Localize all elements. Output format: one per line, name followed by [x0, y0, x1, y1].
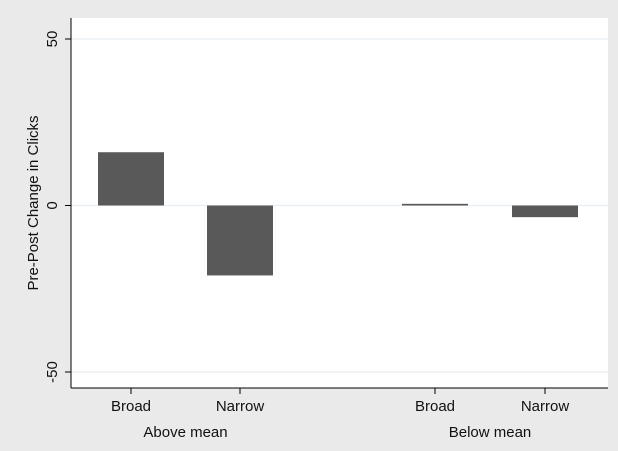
- bar-narrow-above-mean: [207, 205, 273, 276]
- group-label: Above mean: [143, 424, 227, 441]
- y-tick-label: -50: [44, 361, 61, 383]
- y-tick-label: 0: [44, 201, 61, 209]
- x-tick-label: Narrow: [521, 398, 570, 415]
- bar-broad-above-mean: [98, 152, 164, 206]
- bar-narrow-below-mean: [512, 205, 578, 218]
- x-tick-label: Broad: [415, 398, 455, 415]
- x-tick-label: Narrow: [216, 398, 265, 415]
- y-axis-title: Pre-Post Change in Clicks: [25, 115, 42, 290]
- x-tick-label: Broad: [111, 398, 151, 415]
- group-label: Below mean: [449, 424, 532, 441]
- bar-broad-below-mean: [402, 203, 468, 206]
- x-axis-ticks: Broad Narrow Above mean Broad Narrow Below me…: [111, 388, 569, 441]
- y-tick-label: 50: [44, 31, 61, 48]
- bars: [98, 152, 578, 276]
- y-axis-ticks: -50 0 50: [44, 31, 71, 383]
